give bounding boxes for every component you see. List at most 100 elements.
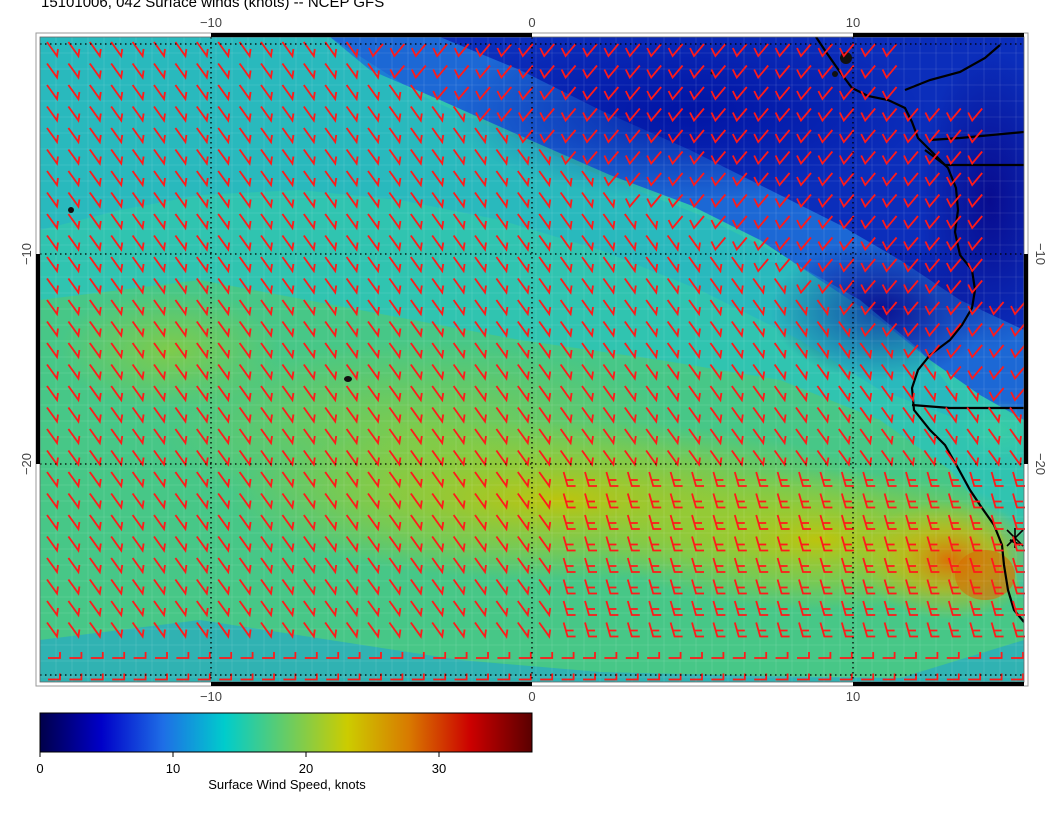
wind-barb [990, 471, 1004, 487]
wind-barb [753, 215, 769, 230]
wind-barb [281, 514, 295, 532]
wind-barb [281, 535, 295, 553]
wind-barb [1009, 428, 1022, 446]
wind-barb [410, 43, 427, 58]
wind-barb [131, 127, 145, 145]
wind-barb [969, 493, 983, 509]
wind-barb [217, 213, 231, 231]
wind-barb [560, 64, 577, 80]
wind-barb [345, 428, 359, 446]
wind-barb [238, 127, 252, 145]
wind-barb [303, 148, 316, 166]
wind-barb [559, 342, 573, 360]
wind-barb [562, 579, 576, 595]
wind-barb [89, 256, 102, 274]
wind-barb [324, 406, 338, 424]
wind-barb [603, 150, 620, 166]
wind-barb [238, 170, 252, 188]
wind-barb [46, 621, 59, 639]
wind-barb [903, 236, 919, 252]
wind-barb [538, 320, 552, 338]
wind-barb [774, 150, 791, 166]
wind-barb [648, 493, 662, 509]
wind-barb [431, 213, 445, 231]
wind-barb [262, 673, 275, 681]
wind-barb [796, 107, 812, 123]
wind-barb [775, 652, 789, 659]
wind-barb [731, 43, 748, 58]
wind-barb [46, 449, 59, 467]
wind-barb [923, 428, 937, 446]
wind-barb [367, 191, 380, 209]
wind-barb [452, 363, 466, 381]
wind-barb [947, 536, 961, 552]
wind-barb [303, 363, 316, 381]
wind-barb [691, 493, 704, 509]
wind-barb [110, 170, 124, 188]
wind-barb [196, 256, 209, 274]
wind-barb [390, 652, 404, 659]
wind-barb [110, 600, 124, 618]
wind-barb [174, 428, 188, 446]
wind-barb [303, 492, 316, 510]
wind-barb [474, 277, 487, 295]
wind-barb [517, 514, 530, 532]
wind-barb [67, 363, 81, 381]
wind-barb [110, 471, 124, 489]
wind-barb [131, 234, 145, 252]
wind-barb [710, 43, 727, 58]
wind-barb [345, 557, 359, 575]
wind-barb [646, 193, 662, 209]
wind-barb [153, 105, 166, 123]
wind-barb [903, 215, 919, 230]
wind-barb [880, 342, 894, 360]
wind-barb [131, 84, 145, 102]
wind-barb [838, 428, 851, 446]
wind-barb [883, 600, 897, 616]
wind-barb [238, 277, 252, 295]
wind-barb [773, 363, 787, 381]
wind-barb [903, 279, 919, 295]
wind-barb [689, 150, 705, 166]
wind-barb [581, 299, 594, 317]
wind-barb [796, 172, 812, 187]
wind-barb [475, 86, 491, 101]
wind-barb [388, 277, 402, 295]
wind-barb [840, 557, 854, 573]
wind-barb [67, 621, 81, 639]
wind-barb [517, 234, 530, 252]
wind-barb [67, 213, 81, 231]
wind-barb [388, 492, 402, 510]
wind-barb [345, 105, 359, 123]
wind-barb [452, 514, 466, 532]
wind-barb [990, 557, 1004, 573]
wind-barb [174, 191, 188, 209]
wind-barb [110, 148, 124, 166]
wind-barb [538, 406, 552, 424]
wind-barb [753, 107, 769, 123]
wind-barb [89, 342, 102, 360]
wind-barb [559, 299, 573, 317]
wind-barb [260, 105, 273, 123]
wind-barb [217, 600, 231, 618]
wind-barb [903, 129, 919, 144]
wind-barb [452, 406, 466, 424]
wind-barb [840, 514, 854, 530]
wind-barb [645, 299, 659, 317]
colorbar-gradient [39, 712, 533, 753]
wind-barb [538, 385, 552, 403]
wind-barb [816, 299, 830, 317]
wind-barb [840, 600, 854, 616]
wind-barb [388, 385, 402, 403]
wind-barb [324, 535, 338, 553]
wind-barb [153, 535, 166, 553]
wind-barb [260, 170, 273, 188]
wind-barb [691, 471, 704, 487]
wind-barb [217, 191, 231, 209]
wind-barb [752, 342, 766, 360]
wind-barb [388, 127, 402, 145]
wind-barb [947, 471, 961, 487]
wind-barb [367, 385, 380, 403]
wind-barb [410, 621, 423, 639]
wind-barb [110, 299, 124, 317]
